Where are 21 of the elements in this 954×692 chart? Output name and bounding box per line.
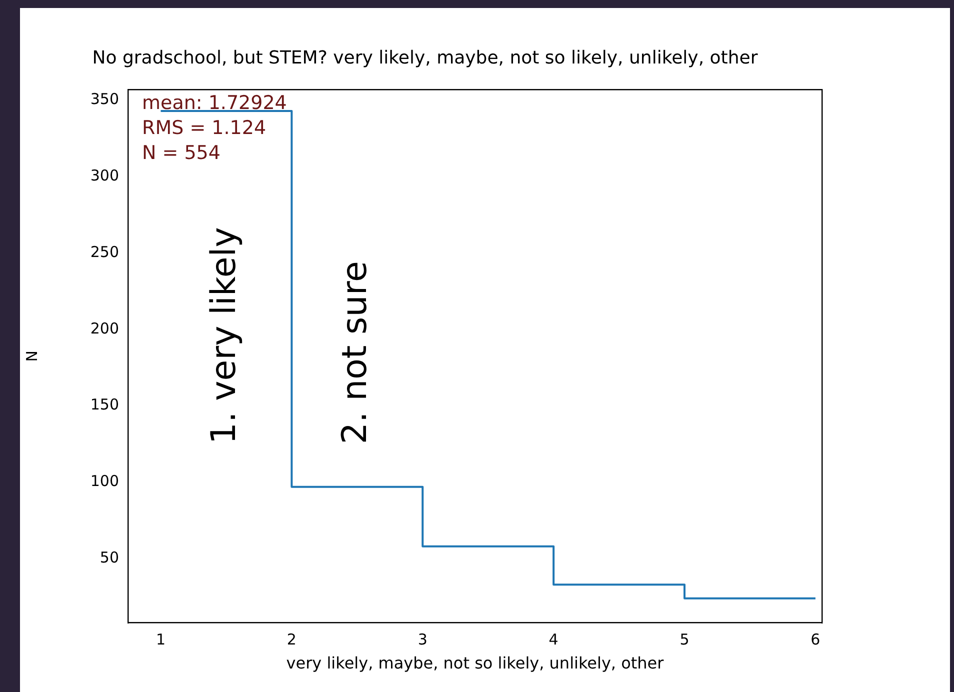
x-axis-title: very likely, maybe, not so likely, unlikely, other — [286, 654, 664, 673]
annotation: 1. very likely — [204, 227, 244, 444]
x-tick-label: 4 — [548, 630, 558, 649]
annotation: RMS = 1.124 — [142, 117, 266, 140]
x-tick-label: 2 — [286, 630, 296, 649]
x-tick-label: 6 — [810, 630, 820, 649]
annotation: N = 554 — [142, 142, 220, 164]
annotation: 2. not sure — [334, 261, 375, 444]
y-tick-label: 200 — [90, 319, 119, 338]
y-axis-title: N — [22, 350, 41, 362]
annotation: mean: 1.72924 — [142, 92, 287, 114]
y-tick-label: 100 — [90, 472, 119, 490]
y-tick-label: 50 — [100, 548, 119, 567]
y-tick-label: 250 — [90, 242, 119, 261]
x-tick-label: 1 — [156, 630, 166, 649]
chart-title: No gradschool, but STEM? very likely, maybe, not so likely, unlikely, other — [92, 47, 758, 68]
x-tick-label: 5 — [680, 630, 690, 649]
y-tick-label: 300 — [90, 166, 119, 185]
x-tick-label: 3 — [418, 630, 428, 649]
y-tick-label: 350 — [90, 90, 119, 108]
y-tick-label: 150 — [90, 396, 119, 414]
